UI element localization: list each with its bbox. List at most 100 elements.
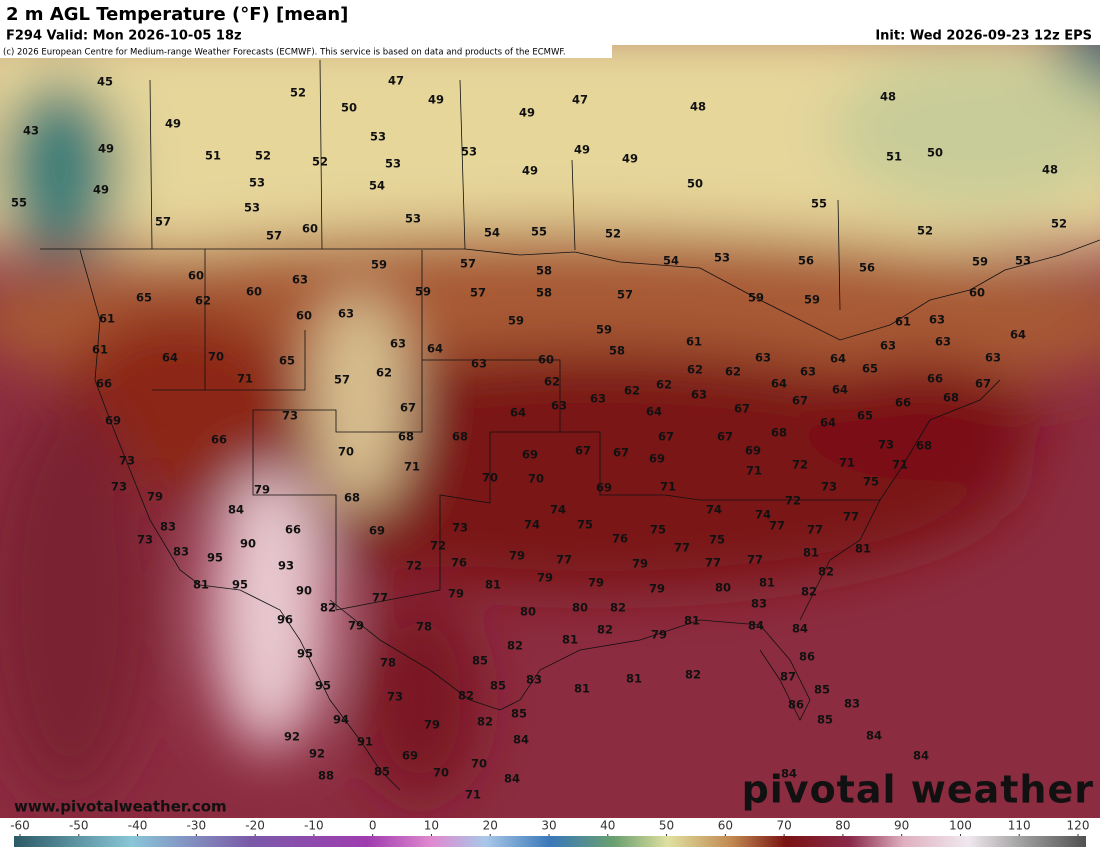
website: www.pivotalweather.com xyxy=(14,798,227,816)
temperature-label: 63 xyxy=(590,392,606,406)
temperature-label: 48 xyxy=(880,90,896,104)
temperature-label: 51 xyxy=(205,149,221,163)
temperature-label: 71 xyxy=(465,788,481,802)
logo: pivotal weather xyxy=(742,768,1094,812)
temperature-label: 73 xyxy=(387,690,403,704)
temperature-label: 50 xyxy=(341,101,357,115)
temperature-label: 57 xyxy=(617,288,633,302)
colorbar-tick-label: -30 xyxy=(187,819,207,833)
temperature-label: 79 xyxy=(632,557,648,571)
temperature-label: 59 xyxy=(371,258,387,272)
temperature-label: 63 xyxy=(935,335,951,349)
colorbar-tick-label: 10 xyxy=(424,819,439,833)
temperature-label: 53 xyxy=(405,212,421,226)
temperature-label: 72 xyxy=(406,559,422,573)
temperature-label: 81 xyxy=(684,614,700,628)
temperature-label: 70 xyxy=(528,472,544,486)
temperature-label: 79 xyxy=(448,587,464,601)
temperature-labels: 45 43 49 49 55 49 51 52 52 53 53 57 57 60 52 53 47 49 50 53… xyxy=(11,74,1067,802)
init-time: Init: Wed 2026-09-23 12z EPS xyxy=(875,29,1092,44)
temperature-label: 84 xyxy=(792,622,808,636)
temperature-label: 60 xyxy=(969,286,985,300)
temperature-label: 60 xyxy=(296,309,312,323)
temperature-label: 82 xyxy=(507,639,523,653)
temperature-label: 63 xyxy=(390,337,406,351)
temperature-label: 92 xyxy=(284,730,300,744)
temperature-label: 72 xyxy=(430,539,446,553)
temperature-label: 73 xyxy=(137,533,153,547)
temperature-label: 69 xyxy=(402,749,418,763)
temperature-label: 63 xyxy=(880,339,896,353)
temperature-label: 71 xyxy=(746,464,762,478)
temperature-label: 63 xyxy=(471,357,487,371)
temperature-label: 57 xyxy=(266,229,282,243)
temperature-label: 68 xyxy=(344,491,360,505)
colorbar-tick-label: 50 xyxy=(659,819,674,833)
temperature-label: 62 xyxy=(725,365,741,379)
temperature-label: 58 xyxy=(609,344,625,358)
temperature-label: 85 xyxy=(817,713,833,727)
temperature-label: 69 xyxy=(596,481,612,495)
temperature-label: 68 xyxy=(452,430,468,444)
temperature-label: 86 xyxy=(788,698,804,712)
temperature-label: 83 xyxy=(173,545,189,559)
colorbar-tick-label: 20 xyxy=(483,819,498,833)
temperature-label: 48 xyxy=(690,100,706,114)
temperature-label: 68 xyxy=(916,439,932,453)
temperature-label: 51 xyxy=(886,150,902,164)
temperature-label: 73 xyxy=(111,480,127,494)
temperature-label: 53 xyxy=(370,130,386,144)
temperature-label: 65 xyxy=(279,354,295,368)
temperature-label: 63 xyxy=(800,365,816,379)
temperature-label: 75 xyxy=(709,533,725,547)
temperature-label: 88 xyxy=(318,769,334,783)
temperature-label: 79 xyxy=(588,576,604,590)
temperature-label: 73 xyxy=(821,480,837,494)
temperature-label: 71 xyxy=(660,480,676,494)
temperature-label: 62 xyxy=(376,366,392,380)
temperature-label: 61 xyxy=(686,335,702,349)
temperature-label: 67 xyxy=(400,401,416,415)
temperature-label: 81 xyxy=(803,546,819,560)
temperature-label: 57 xyxy=(460,257,476,271)
temperature-label: 95 xyxy=(297,647,313,661)
temperature-label: 65 xyxy=(857,409,873,423)
temperature-label: 81 xyxy=(574,682,590,696)
temperature-label: 67 xyxy=(658,430,674,444)
temperature-label: 82 xyxy=(818,565,834,579)
temperature-label: 49 xyxy=(98,142,114,156)
temperature-label: 52 xyxy=(255,149,271,163)
temperature-label: 82 xyxy=(458,689,474,703)
temperature-label: 63 xyxy=(551,399,567,413)
temperature-label: 63 xyxy=(292,273,308,287)
temperature-label: 94 xyxy=(333,713,349,727)
colorbar-tick-label: 110 xyxy=(1008,819,1031,833)
temperature-label: 73 xyxy=(282,409,298,423)
temperature-label: 53 xyxy=(244,201,260,215)
temperature-label: 81 xyxy=(562,633,578,647)
temperature-label: 67 xyxy=(575,444,591,458)
temperature-label: 83 xyxy=(844,697,860,711)
temperature-label: 77 xyxy=(843,510,859,524)
temperature-label: 70 xyxy=(433,766,449,780)
temperature-label: 55 xyxy=(11,196,27,210)
temperature-label: 77 xyxy=(674,541,690,555)
colorbar-ticks: -60 -50 -40 -30 -20 -10 0 10 20 30 40 50 60 70 80 90 100… xyxy=(10,819,1089,836)
temperature-label: 54 xyxy=(484,226,500,240)
temperature-label: 74 xyxy=(524,518,540,532)
temperature-label: 78 xyxy=(380,656,396,670)
temperature-label: 79 xyxy=(147,490,163,504)
temperature-label: 66 xyxy=(285,523,301,537)
temperature-label: 69 xyxy=(649,452,665,466)
temperature-label: 77 xyxy=(769,519,785,533)
temperature-label: 63 xyxy=(755,351,771,365)
temperature-label: 79 xyxy=(424,718,440,732)
temperature-label: 73 xyxy=(119,454,135,468)
temperature-label: 84 xyxy=(913,749,929,763)
colorbar-tick-label: 70 xyxy=(776,819,791,833)
temperature-label: 85 xyxy=(490,679,506,693)
temperature-label: 58 xyxy=(536,264,552,278)
temperature-label: 77 xyxy=(705,556,721,570)
temperature-label: 79 xyxy=(348,619,364,633)
